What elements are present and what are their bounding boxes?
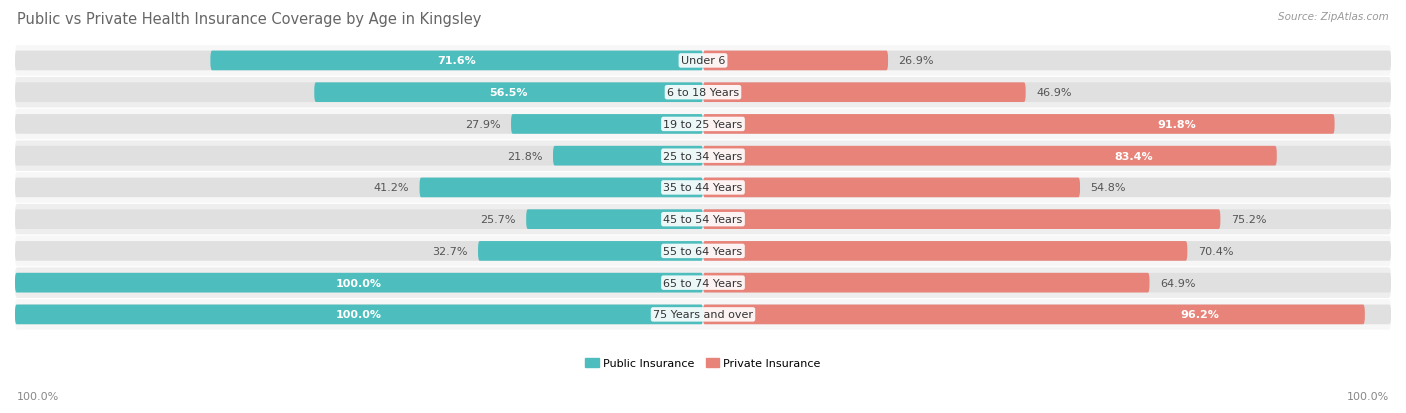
FancyBboxPatch shape (15, 147, 703, 166)
Text: 32.7%: 32.7% (432, 246, 468, 256)
FancyBboxPatch shape (15, 236, 1391, 266)
Text: 19 to 25 Years: 19 to 25 Years (664, 120, 742, 130)
Text: 71.6%: 71.6% (437, 56, 477, 66)
FancyBboxPatch shape (315, 83, 703, 103)
FancyBboxPatch shape (703, 115, 1334, 135)
FancyBboxPatch shape (703, 305, 1365, 325)
Text: 70.4%: 70.4% (1198, 246, 1233, 256)
Text: 91.8%: 91.8% (1157, 120, 1197, 130)
Text: 54.8%: 54.8% (1090, 183, 1126, 193)
Text: 6 to 18 Years: 6 to 18 Years (666, 88, 740, 98)
FancyBboxPatch shape (703, 305, 1391, 325)
FancyBboxPatch shape (15, 273, 703, 293)
Legend: Public Insurance, Private Insurance: Public Insurance, Private Insurance (581, 354, 825, 373)
Text: 27.9%: 27.9% (465, 120, 501, 130)
FancyBboxPatch shape (703, 52, 1391, 71)
FancyBboxPatch shape (15, 178, 703, 198)
Text: 25.7%: 25.7% (481, 215, 516, 225)
FancyBboxPatch shape (15, 173, 1391, 203)
FancyBboxPatch shape (211, 52, 703, 71)
FancyBboxPatch shape (553, 147, 703, 166)
Text: 35 to 44 Years: 35 to 44 Years (664, 183, 742, 193)
Text: 96.2%: 96.2% (1180, 310, 1219, 320)
Text: 75.2%: 75.2% (1230, 215, 1267, 225)
FancyBboxPatch shape (703, 83, 1025, 103)
Text: 41.2%: 41.2% (374, 183, 409, 193)
FancyBboxPatch shape (15, 242, 703, 261)
Text: 100.0%: 100.0% (1347, 391, 1389, 401)
FancyBboxPatch shape (703, 178, 1080, 198)
FancyBboxPatch shape (15, 52, 703, 71)
Text: Source: ZipAtlas.com: Source: ZipAtlas.com (1278, 12, 1389, 22)
FancyBboxPatch shape (703, 115, 1391, 135)
FancyBboxPatch shape (15, 46, 1391, 76)
FancyBboxPatch shape (703, 83, 1391, 103)
FancyBboxPatch shape (15, 305, 703, 325)
Text: 56.5%: 56.5% (489, 88, 527, 98)
FancyBboxPatch shape (703, 178, 1391, 198)
FancyBboxPatch shape (15, 273, 703, 293)
FancyBboxPatch shape (15, 210, 703, 230)
FancyBboxPatch shape (703, 210, 1391, 230)
Text: 25 to 34 Years: 25 to 34 Years (664, 151, 742, 161)
FancyBboxPatch shape (15, 78, 1391, 108)
FancyBboxPatch shape (526, 210, 703, 230)
Text: 83.4%: 83.4% (1114, 151, 1153, 161)
FancyBboxPatch shape (703, 242, 1391, 261)
FancyBboxPatch shape (703, 273, 1150, 293)
FancyBboxPatch shape (15, 204, 1391, 235)
Text: 64.9%: 64.9% (1160, 278, 1195, 288)
Text: 21.8%: 21.8% (508, 151, 543, 161)
FancyBboxPatch shape (478, 242, 703, 261)
Text: 100.0%: 100.0% (17, 391, 59, 401)
Text: 45 to 54 Years: 45 to 54 Years (664, 215, 742, 225)
FancyBboxPatch shape (15, 83, 703, 103)
Text: 26.9%: 26.9% (898, 56, 934, 66)
FancyBboxPatch shape (15, 299, 1391, 330)
FancyBboxPatch shape (703, 210, 1220, 230)
FancyBboxPatch shape (703, 52, 889, 71)
FancyBboxPatch shape (15, 268, 1391, 298)
FancyBboxPatch shape (419, 178, 703, 198)
FancyBboxPatch shape (15, 115, 703, 135)
Text: Public vs Private Health Insurance Coverage by Age in Kingsley: Public vs Private Health Insurance Cover… (17, 12, 481, 27)
FancyBboxPatch shape (703, 147, 1391, 166)
FancyBboxPatch shape (15, 305, 703, 325)
FancyBboxPatch shape (703, 242, 1187, 261)
Text: 75 Years and over: 75 Years and over (652, 310, 754, 320)
Text: 65 to 74 Years: 65 to 74 Years (664, 278, 742, 288)
Text: 100.0%: 100.0% (336, 278, 382, 288)
FancyBboxPatch shape (703, 273, 1391, 293)
FancyBboxPatch shape (15, 141, 1391, 171)
Text: 55 to 64 Years: 55 to 64 Years (664, 246, 742, 256)
Text: Under 6: Under 6 (681, 56, 725, 66)
FancyBboxPatch shape (15, 109, 1391, 140)
FancyBboxPatch shape (510, 115, 703, 135)
Text: 46.9%: 46.9% (1036, 88, 1071, 98)
Text: 100.0%: 100.0% (336, 310, 382, 320)
FancyBboxPatch shape (703, 147, 1277, 166)
